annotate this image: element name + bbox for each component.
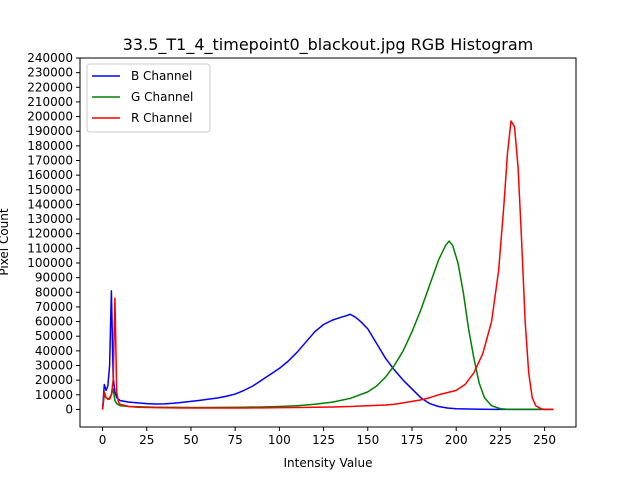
x-tick-label: 225	[489, 433, 512, 447]
y-tick-label: 150000	[27, 183, 73, 197]
y-tick-label: 140000	[27, 197, 73, 211]
y-tick-label: 70000	[35, 300, 73, 314]
y-tick-label: 200000	[27, 110, 73, 124]
legend: B Channel G Channel R Channel	[86, 63, 211, 133]
legend-label-1: G Channel	[131, 90, 193, 104]
x-tick-label: 125	[312, 433, 335, 447]
x-tick-label: 250	[533, 433, 556, 447]
y-tick-label: 180000	[27, 139, 73, 153]
y-tick-label: 220000	[27, 80, 73, 94]
y-axis-label: Pixel Count	[0, 208, 11, 276]
x-tick-label: 25	[139, 433, 154, 447]
y-tick-label: 10000	[35, 388, 73, 402]
y-tick-label: 100000	[27, 256, 73, 270]
x-tick-label: 50	[183, 433, 198, 447]
y-tick-label: 240000	[27, 51, 73, 65]
plot-frame	[79, 57, 577, 428]
y-tick-label: 30000	[35, 359, 73, 373]
x-tick-label: 200	[445, 433, 468, 447]
x-tick-label: 175	[401, 433, 424, 447]
y-tick-label: 160000	[27, 168, 73, 182]
y-tick-label: 60000	[35, 315, 73, 329]
y-tick-label: 0	[65, 402, 73, 416]
series-line-1	[101, 240, 554, 411]
chart-title: 33.5_T1_4_timepoint0_blackout.jpg RGB Hi…	[123, 35, 534, 55]
y-tick-label: 90000	[35, 271, 73, 285]
series-line-0	[101, 290, 554, 411]
x-tick-label: 150	[356, 433, 379, 447]
y-tick-label: 190000	[27, 124, 73, 138]
y-tick-label: 20000	[35, 373, 73, 387]
y-tick-label: 50000	[35, 329, 73, 343]
y-tick-label: 210000	[27, 95, 73, 109]
y-tick-label: 110000	[27, 241, 73, 255]
series-line-2	[101, 120, 554, 411]
legend-box	[86, 63, 211, 133]
y-tick-label: 170000	[27, 154, 73, 168]
x-tick-label: 0	[99, 433, 107, 447]
y-tick-label: 230000	[27, 66, 73, 80]
x-tick-label: 100	[268, 433, 291, 447]
y-tick-label: 80000	[35, 285, 73, 299]
legend-label-0: B Channel	[131, 69, 192, 83]
series-group	[101, 120, 554, 411]
y-tick-label: 130000	[27, 212, 73, 226]
y-tick-label: 120000	[27, 227, 73, 241]
y-axis-ticks: 0100002000030000400005000060000700008000…	[27, 51, 80, 416]
y-tick-label: 40000	[35, 344, 73, 358]
legend-label-2: R Channel	[131, 111, 192, 125]
x-axis-label: Intensity Value	[284, 456, 373, 470]
x-axis-ticks: 0 25 50 75 100 125 150 175 200 225 250	[99, 427, 556, 447]
x-tick-label: 75	[228, 433, 243, 447]
